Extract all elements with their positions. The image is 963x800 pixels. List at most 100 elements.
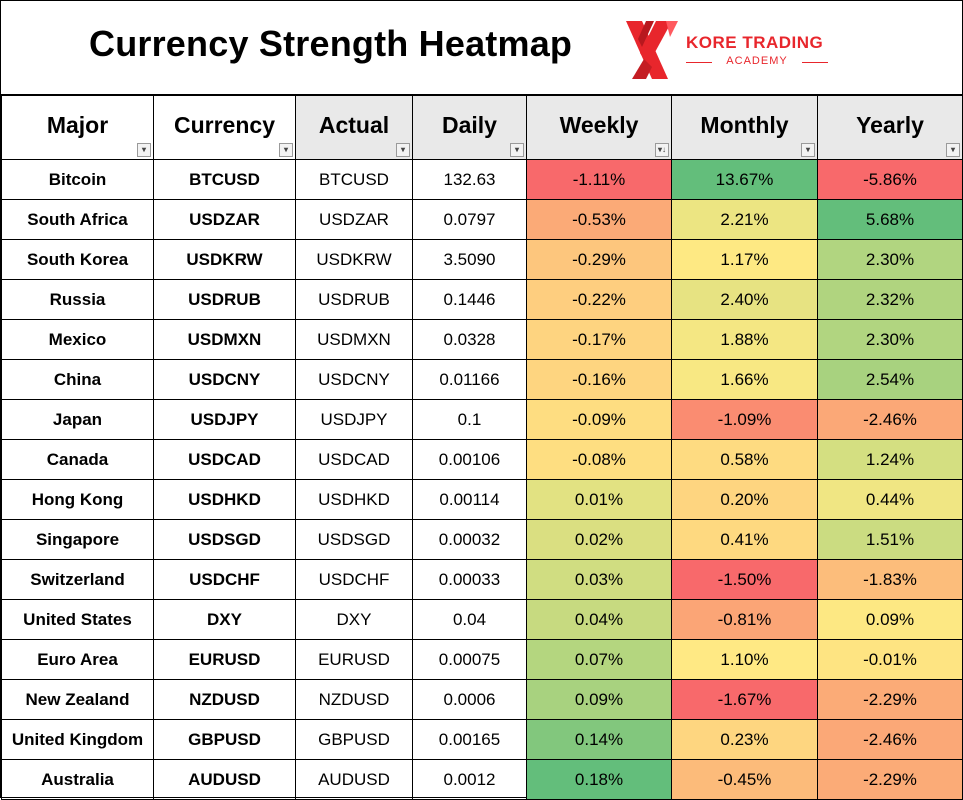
cell-currency[interactable]: BTCUSD xyxy=(153,159,296,200)
filter-dropdown-icon[interactable]: ▾ xyxy=(396,143,410,157)
cell-monthly[interactable]: -0.81% xyxy=(671,599,818,640)
cell-daily[interactable]: 0.0797 xyxy=(412,199,527,240)
cell-actual[interactable]: USDJPY xyxy=(295,399,413,440)
cell-daily[interactable]: 0.00032 xyxy=(412,519,527,560)
cell-currency[interactable]: USDSGD xyxy=(153,519,296,560)
cell-monthly[interactable]: 1.17% xyxy=(671,239,818,280)
filter-dropdown-icon[interactable]: ▾ xyxy=(946,143,960,157)
cell-currency[interactable]: GBPUSD xyxy=(153,719,296,760)
cell-weekly[interactable]: -0.17% xyxy=(526,319,672,360)
cell-weekly[interactable]: 0.01% xyxy=(526,479,672,520)
cell-major[interactable]: South Africa xyxy=(1,199,154,240)
cell-monthly[interactable]: 0.23% xyxy=(671,719,818,760)
cell-actual[interactable]: USDZAR xyxy=(295,199,413,240)
cell-yearly[interactable]: -2.46% xyxy=(817,399,963,440)
cell-daily[interactable]: 3.5090 xyxy=(412,239,527,280)
cell-currency[interactable]: USDMXN xyxy=(153,319,296,360)
cell-actual[interactable]: NZDUSD xyxy=(295,679,413,720)
cell-daily[interactable]: 0.0012 xyxy=(412,759,527,800)
cell-yearly[interactable]: 2.30% xyxy=(817,319,963,360)
cell-major[interactable]: New Zealand xyxy=(1,679,154,720)
sort-descending-icon[interactable]: ▾↓ xyxy=(655,143,669,157)
column-header-weekly[interactable]: Weekly ▾↓ xyxy=(526,95,672,160)
cell-monthly[interactable]: 0.41% xyxy=(671,519,818,560)
cell-daily[interactable]: 0.00114 xyxy=(412,479,527,520)
cell-yearly[interactable]: -2.29% xyxy=(817,759,963,800)
cell-daily[interactable]: 0.00106 xyxy=(412,439,527,480)
cell-daily[interactable]: 0.00075 xyxy=(412,639,527,680)
cell-daily[interactable]: 132.63 xyxy=(412,159,527,200)
cell-major[interactable]: Canada xyxy=(1,439,154,480)
cell-daily[interactable]: 0.0006 xyxy=(412,679,527,720)
cell-weekly[interactable]: 0.03% xyxy=(526,559,672,600)
cell-yearly[interactable]: 2.30% xyxy=(817,239,963,280)
cell-currency[interactable]: USDCHF xyxy=(153,559,296,600)
column-header-currency[interactable]: Currency ▾ xyxy=(153,95,296,160)
cell-monthly[interactable]: 2.40% xyxy=(671,279,818,320)
cell-monthly[interactable]: 1.88% xyxy=(671,319,818,360)
cell-actual[interactable]: USDCNY xyxy=(295,359,413,400)
cell-yearly[interactable]: 5.68% xyxy=(817,199,963,240)
cell-major[interactable]: United Kingdom xyxy=(1,719,154,760)
cell-daily[interactable]: 0.0328 xyxy=(412,319,527,360)
cell-major[interactable]: Australia xyxy=(1,759,154,800)
cell-weekly[interactable]: 0.04% xyxy=(526,599,672,640)
cell-daily[interactable]: 0.1 xyxy=(412,399,527,440)
cell-currency[interactable]: EURUSD xyxy=(153,639,296,680)
cell-weekly[interactable]: 0.02% xyxy=(526,519,672,560)
cell-actual[interactable]: USDCAD xyxy=(295,439,413,480)
cell-major[interactable]: Switzerland xyxy=(1,559,154,600)
cell-daily[interactable]: 0.01166 xyxy=(412,359,527,400)
filter-dropdown-icon[interactable]: ▾ xyxy=(510,143,524,157)
cell-actual[interactable]: BTCUSD xyxy=(295,159,413,200)
cell-major[interactable]: China xyxy=(1,359,154,400)
cell-monthly[interactable]: 0.58% xyxy=(671,439,818,480)
cell-major[interactable]: Bitcoin xyxy=(1,159,154,200)
cell-major[interactable]: Hong Kong xyxy=(1,479,154,520)
cell-yearly[interactable]: 2.32% xyxy=(817,279,963,320)
cell-actual[interactable]: EURUSD xyxy=(295,639,413,680)
column-header-monthly[interactable]: Monthly ▾ xyxy=(671,95,818,160)
cell-major[interactable]: South Korea xyxy=(1,239,154,280)
column-header-actual[interactable]: Actual ▾ xyxy=(295,95,413,160)
cell-actual[interactable]: USDKRW xyxy=(295,239,413,280)
cell-currency[interactable]: USDZAR xyxy=(153,199,296,240)
filter-dropdown-icon[interactable]: ▾ xyxy=(801,143,815,157)
cell-monthly[interactable]: 2.21% xyxy=(671,199,818,240)
cell-monthly[interactable]: 1.10% xyxy=(671,639,818,680)
cell-currency[interactable]: USDCAD xyxy=(153,439,296,480)
cell-monthly[interactable]: -0.45% xyxy=(671,759,818,800)
cell-weekly[interactable]: 0.18% xyxy=(526,759,672,800)
filter-dropdown-icon[interactable]: ▾ xyxy=(137,143,151,157)
cell-currency[interactable]: USDRUB xyxy=(153,279,296,320)
cell-yearly[interactable]: -2.46% xyxy=(817,719,963,760)
cell-currency[interactable]: AUDUSD xyxy=(153,759,296,800)
cell-yearly[interactable]: 1.24% xyxy=(817,439,963,480)
cell-yearly[interactable]: 2.54% xyxy=(817,359,963,400)
cell-yearly[interactable]: -0.01% xyxy=(817,639,963,680)
cell-yearly[interactable]: -1.83% xyxy=(817,559,963,600)
column-header-daily[interactable]: Daily ▾ xyxy=(412,95,527,160)
cell-yearly[interactable]: 0.44% xyxy=(817,479,963,520)
cell-currency[interactable]: USDKRW xyxy=(153,239,296,280)
cell-currency[interactable]: NZDUSD xyxy=(153,679,296,720)
cell-major[interactable]: Mexico xyxy=(1,319,154,360)
cell-weekly[interactable]: -0.09% xyxy=(526,399,672,440)
cell-weekly[interactable]: -0.22% xyxy=(526,279,672,320)
cell-yearly[interactable]: 0.09% xyxy=(817,599,963,640)
cell-monthly[interactable]: -1.67% xyxy=(671,679,818,720)
cell-weekly[interactable]: 0.09% xyxy=(526,679,672,720)
cell-actual[interactable]: USDCHF xyxy=(295,559,413,600)
cell-daily[interactable]: 0.04 xyxy=(412,599,527,640)
cell-daily[interactable]: 0.1446 xyxy=(412,279,527,320)
cell-currency[interactable]: USDCNY xyxy=(153,359,296,400)
cell-monthly[interactable]: 13.67% xyxy=(671,159,818,200)
cell-actual[interactable]: USDSGD xyxy=(295,519,413,560)
cell-actual[interactable]: USDMXN xyxy=(295,319,413,360)
cell-currency[interactable]: USDJPY xyxy=(153,399,296,440)
cell-monthly[interactable]: -1.50% xyxy=(671,559,818,600)
cell-major[interactable]: United States xyxy=(1,599,154,640)
column-header-major[interactable]: Major ▾ xyxy=(1,95,154,160)
cell-major[interactable]: Japan xyxy=(1,399,154,440)
cell-weekly[interactable]: -0.53% xyxy=(526,199,672,240)
